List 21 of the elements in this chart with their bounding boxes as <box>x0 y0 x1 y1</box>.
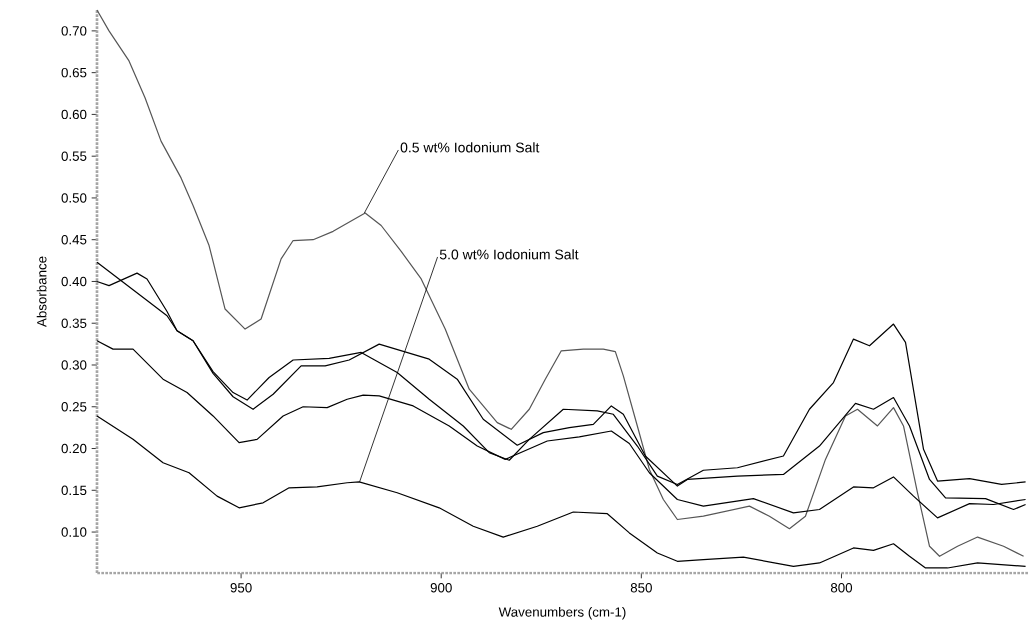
y-tick-label: 0.65 <box>61 67 87 78</box>
y-tick-label: 0.25 <box>61 402 87 412</box>
y-tick-label: 0.15 <box>61 485 87 496</box>
annotation: 0.5 wt% Iodonium Salt <box>400 142 540 153</box>
x-axis-title: Wavenumbers (cm-1) <box>498 606 626 620</box>
y-tick-label: 0.45 <box>61 234 87 245</box>
y-tick-label: 0.50 <box>61 193 87 203</box>
y-tick-label: 0.70 <box>61 26 87 36</box>
x-tick-label: 950 <box>230 583 252 593</box>
y-tick-label: 0.20 <box>61 443 87 454</box>
y-tick-label: 0.40 <box>61 276 87 287</box>
x-tick-label: 850 <box>630 583 652 593</box>
y-tick-label: 0.35 <box>61 318 87 328</box>
x-tick-label: 900 <box>430 583 452 593</box>
y-tick-label: 0.55 <box>61 151 87 161</box>
annotation: 5.0 wt% Iodonium Salt <box>439 249 579 260</box>
y-tick-label: 0.60 <box>61 109 87 120</box>
y-axis-title: Absorbance <box>36 256 47 328</box>
y-tick-label: 0.30 <box>61 360 87 370</box>
y-tick-label: 0.10 <box>61 527 87 537</box>
x-tick-label: 800 <box>830 583 853 593</box>
